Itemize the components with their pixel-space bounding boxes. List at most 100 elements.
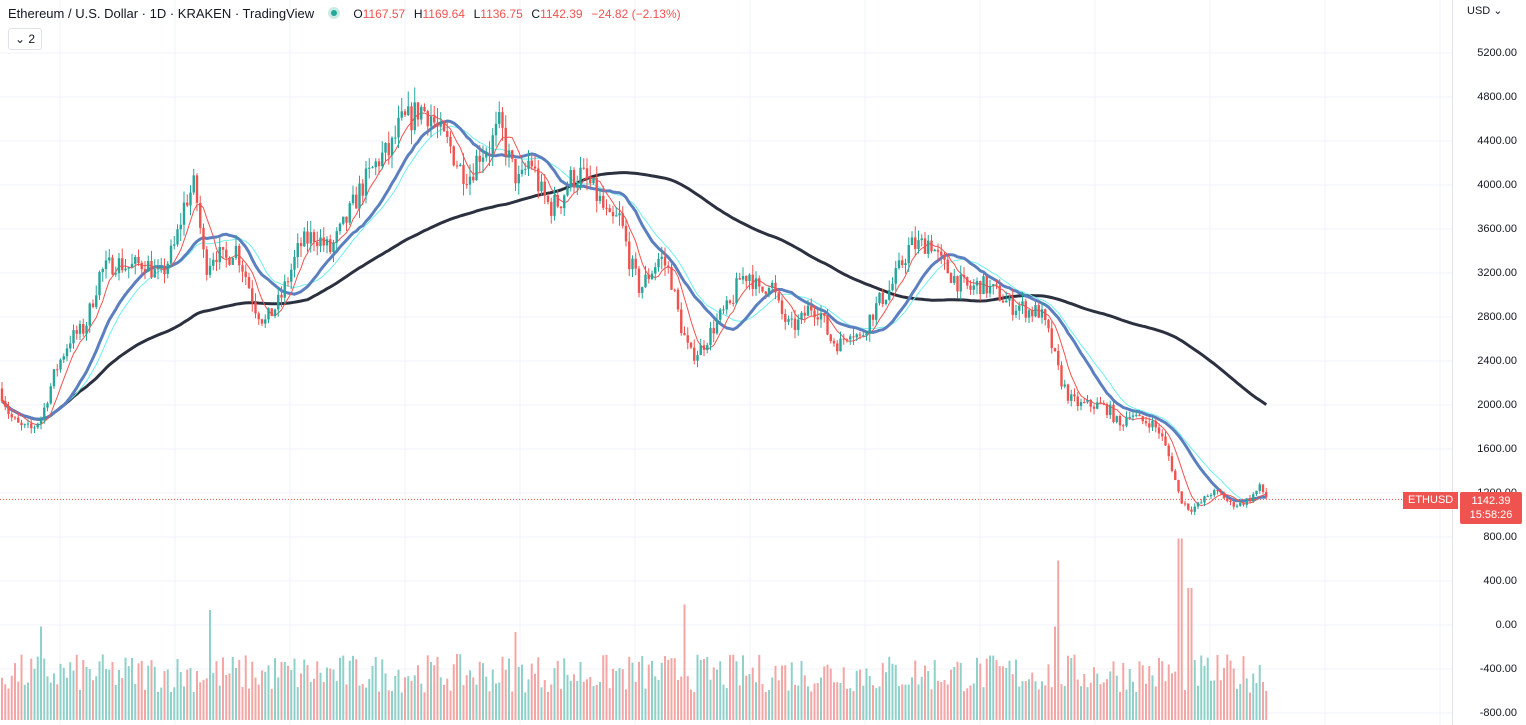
volume-bar xyxy=(1,677,3,720)
candle-body xyxy=(875,303,878,320)
volume-bar xyxy=(179,672,182,720)
volume-bar xyxy=(183,686,185,720)
indicators-collapse-button[interactable]: ⌄ 2 xyxy=(8,28,43,50)
volume-bar xyxy=(924,665,926,720)
volume-bar xyxy=(1219,680,1222,720)
candle-body xyxy=(1209,495,1213,497)
volume-bar xyxy=(92,680,94,720)
candle-body xyxy=(1222,492,1226,499)
candle-body xyxy=(1063,384,1066,387)
volume-bar xyxy=(972,683,975,720)
volume-bar xyxy=(625,689,627,720)
candle-body xyxy=(277,294,280,310)
volume-bar xyxy=(491,669,494,720)
candle-body xyxy=(663,256,667,266)
volume-bar xyxy=(920,676,923,720)
candle-body xyxy=(286,281,290,283)
candle-body xyxy=(1079,402,1083,407)
price-axis[interactable]: USD ⌄ 5200.00 4800.00 4400.00 4000.00 3600.0… xyxy=(1452,0,1526,725)
volume-bar xyxy=(326,667,328,720)
volume-bar xyxy=(885,672,887,720)
volume-bar xyxy=(979,663,982,720)
candle-body xyxy=(979,281,982,295)
candle-body xyxy=(95,295,98,307)
volume-bar xyxy=(927,671,930,720)
volume-bar xyxy=(423,692,426,720)
volume-bar xyxy=(833,682,835,720)
market-status-icon[interactable] xyxy=(327,7,340,19)
candle-body xyxy=(654,267,657,274)
candle-body xyxy=(69,343,72,349)
ma-20-line xyxy=(1,112,1267,507)
candle-body xyxy=(1261,484,1265,492)
volume-bar xyxy=(592,685,595,720)
volume-bar xyxy=(1145,683,1147,720)
volume-bar xyxy=(381,659,384,720)
volume-bar xyxy=(917,684,920,720)
candle-body xyxy=(914,237,917,250)
volume-bar xyxy=(1132,681,1134,720)
candle-body xyxy=(520,169,524,174)
candle-body xyxy=(36,423,39,428)
candle-body xyxy=(257,313,260,320)
volume-bar xyxy=(758,654,761,720)
candle-body xyxy=(1164,436,1167,446)
candle-body xyxy=(160,266,163,269)
candle-body xyxy=(901,260,904,266)
candle-body xyxy=(670,266,673,290)
volume-bar xyxy=(319,672,322,720)
volume-bar xyxy=(631,662,634,720)
volume-bar xyxy=(290,669,293,720)
volume-bar xyxy=(20,654,23,720)
volume-bar xyxy=(1167,664,1170,720)
candle-body xyxy=(637,268,641,293)
volume-bar xyxy=(872,685,874,720)
volume-bar xyxy=(1258,664,1261,720)
candle-body xyxy=(676,289,680,310)
volume-bar xyxy=(488,691,491,720)
volume-bar xyxy=(79,689,81,720)
volume-bar xyxy=(186,669,189,720)
volume-bar xyxy=(1171,673,1173,720)
candle-body xyxy=(615,215,618,217)
candle-body xyxy=(290,269,293,282)
volume-bar xyxy=(1057,560,1060,720)
currency-selector[interactable]: USD ⌄ xyxy=(1467,5,1503,17)
candle-body xyxy=(121,258,124,271)
volume-bar xyxy=(933,660,936,720)
volume-bar xyxy=(465,675,468,720)
volume-bar xyxy=(277,677,280,720)
candle-body xyxy=(852,336,855,338)
candle-body xyxy=(1102,403,1105,405)
candle-body xyxy=(75,330,78,334)
candle-body xyxy=(871,314,875,320)
price-tick-label: 4400.00 xyxy=(1477,135,1517,147)
volume-bar xyxy=(339,657,341,720)
volume-bar xyxy=(1174,671,1177,720)
volume-bar xyxy=(30,658,33,720)
volume-bar xyxy=(712,667,715,720)
candle-body xyxy=(111,257,114,275)
symbol-title[interactable]: Ethereum / U.S. Dollar · 1D · KRAKEN · T… xyxy=(8,6,315,21)
volume-bar xyxy=(621,669,624,720)
candle-body xyxy=(345,216,348,223)
ma-50-line xyxy=(1,125,1267,502)
candle-body xyxy=(377,161,381,167)
volume-bar xyxy=(998,666,1001,720)
candle-body xyxy=(270,308,273,317)
candle-body xyxy=(1089,399,1092,407)
volume-bar xyxy=(868,676,871,720)
volume-bar xyxy=(124,657,127,720)
volume-bar xyxy=(904,684,907,720)
candle-body xyxy=(537,168,540,192)
volume-bar xyxy=(794,684,796,720)
candle-body xyxy=(686,335,689,343)
candle-body xyxy=(33,427,36,429)
candle-body xyxy=(332,242,335,253)
candle-body xyxy=(1157,427,1161,434)
candle-body xyxy=(254,302,257,314)
candle-body xyxy=(98,272,101,296)
candle-body xyxy=(1148,423,1151,428)
candle-body xyxy=(888,290,891,300)
price-chart[interactable] xyxy=(0,0,1452,725)
